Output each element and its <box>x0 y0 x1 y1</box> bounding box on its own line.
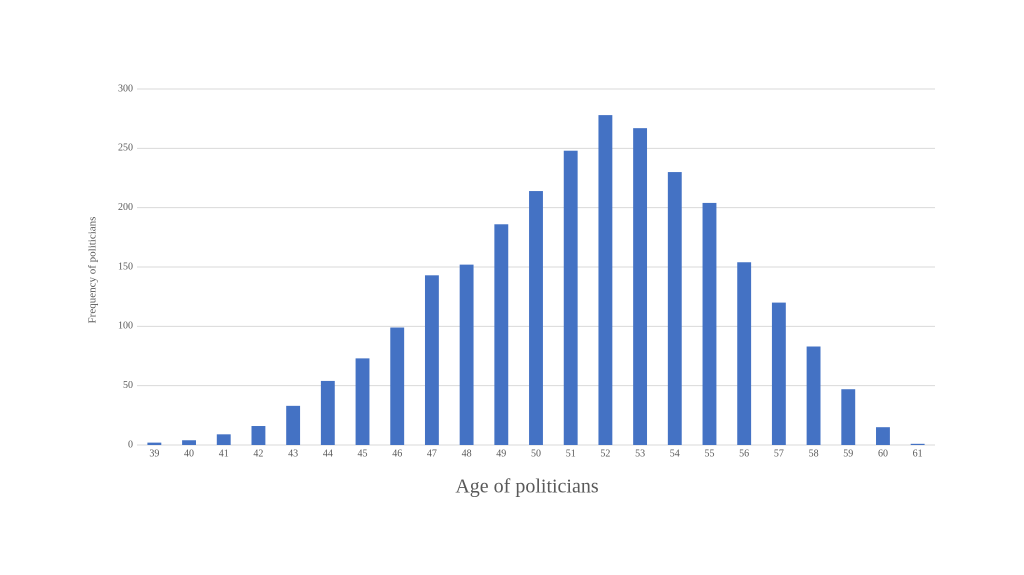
bar <box>147 442 162 445</box>
x-tick-label: 53 <box>635 448 645 459</box>
x-tick-label: 43 <box>288 448 298 459</box>
x-tick-label: 58 <box>809 448 819 459</box>
bar <box>390 327 405 445</box>
bar <box>841 389 856 445</box>
y-axis-title: Frequency of politicians <box>87 217 99 324</box>
x-tick-label: 55 <box>704 448 714 459</box>
x-tick-label: 48 <box>462 448 472 459</box>
x-tick-label: 57 <box>774 448 784 459</box>
bar <box>529 191 543 445</box>
x-tick-label: 42 <box>253 448 263 459</box>
y-tick-label: 250 <box>118 143 133 154</box>
x-tick-label: 56 <box>739 448 749 459</box>
x-tick-label: 39 <box>149 448 159 459</box>
x-tick-label: 59 <box>843 448 853 459</box>
bar <box>251 426 266 445</box>
bar <box>494 224 509 445</box>
y-tick-label: 150 <box>118 261 133 272</box>
bar <box>771 302 786 445</box>
bar <box>876 427 890 445</box>
x-tick-label: 50 <box>531 448 541 459</box>
x-tick-label: 60 <box>878 448 888 459</box>
x-tick-label: 44 <box>323 448 333 459</box>
bar <box>633 128 648 445</box>
bar <box>286 405 301 445</box>
bar <box>459 264 474 445</box>
x-axis-title: Age of politicians <box>455 476 599 498</box>
y-tick-label: 300 <box>118 83 133 94</box>
x-tick-label: 46 <box>392 448 402 459</box>
bar <box>806 346 821 445</box>
y-tick-label: 100 <box>118 321 133 332</box>
x-tick-label: 52 <box>600 448 610 459</box>
bar <box>737 262 752 445</box>
bar <box>667 172 682 446</box>
y-tick-label: 200 <box>118 202 133 213</box>
bar <box>563 150 578 445</box>
y-tick-label: 0 <box>128 439 133 450</box>
x-tick-label: 45 <box>358 448 368 459</box>
bar <box>355 358 370 445</box>
x-tick-label: 41 <box>219 448 229 459</box>
bar <box>598 115 613 446</box>
bar <box>702 202 717 445</box>
x-tick-label: 54 <box>670 448 680 459</box>
x-tick-label: 51 <box>566 448 576 459</box>
x-tick-label: 47 <box>427 448 437 459</box>
bar <box>182 440 196 445</box>
bar <box>216 434 231 445</box>
x-tick-label: 49 <box>496 448 506 459</box>
x-tick-label: 61 <box>913 448 923 459</box>
bar <box>910 443 925 445</box>
y-tick-label: 50 <box>123 380 133 391</box>
x-tick-label: 40 <box>184 448 194 459</box>
bar <box>424 275 439 445</box>
bar <box>320 380 335 445</box>
